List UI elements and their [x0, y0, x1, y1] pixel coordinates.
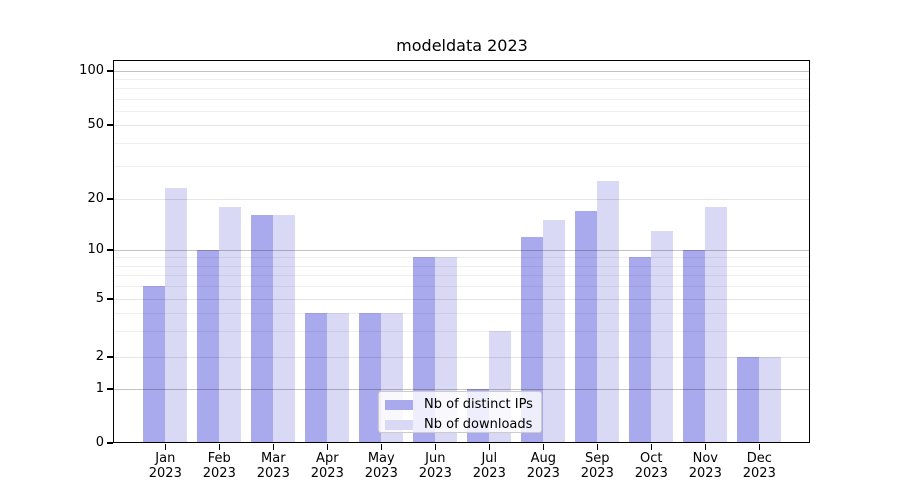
gridline-y-80: [114, 88, 810, 90]
y-tick-label-2: 2: [95, 348, 104, 364]
bar-mar-distinct-ips: [251, 215, 274, 443]
bar-dec-distinct-ips: [737, 357, 760, 443]
y-tick-mark-5: [107, 298, 113, 300]
bar-mar-downloads: [273, 215, 296, 443]
x-tick-label-dec: Dec 2023: [742, 451, 776, 481]
bar-feb-distinct-ips: [197, 250, 220, 443]
gridline-y-3: [114, 331, 810, 333]
x-tick-label-aug: Aug 2023: [526, 451, 560, 481]
gridline-y-70: [114, 98, 810, 100]
y-tick-mark-10: [107, 249, 113, 251]
gridline-y-30: [114, 166, 810, 168]
bar-sep-downloads: [597, 180, 620, 443]
x-tick-label-oct: Oct 2023: [634, 451, 668, 481]
x-tick-label-jul: Jul 2023: [472, 451, 506, 481]
y-tick-label-0: 0: [95, 434, 104, 450]
y-tick-label-100: 100: [79, 62, 104, 78]
x-tick-mark-jul: [488, 443, 490, 450]
x-tick-mark-apr: [326, 443, 328, 450]
gridline-y-9: [114, 257, 810, 259]
x-tick-label-nov: Nov 2023: [688, 451, 722, 481]
bar-apr-distinct-ips: [305, 313, 328, 443]
gridline-y-20: [114, 199, 810, 200]
gridline-y-5: [114, 299, 810, 300]
bar-aug-downloads: [543, 220, 566, 443]
y-tick-label-20: 20: [87, 190, 104, 206]
x-tick-mark-jan: [164, 443, 166, 450]
x-tick-label-feb: Feb 2023: [202, 451, 236, 481]
x-tick-label-jun: Jun 2023: [418, 451, 452, 481]
x-tick-label-jan: Jan 2023: [148, 451, 182, 481]
y-tick-label-10: 10: [87, 241, 104, 257]
y-tick-label-50: 50: [87, 116, 104, 132]
x-tick-mark-may: [380, 443, 382, 450]
y-tick-mark-20: [107, 198, 113, 200]
x-tick-mark-feb: [218, 443, 220, 450]
x-tick-mark-mar: [272, 443, 274, 450]
x-tick-label-apr: Apr 2023: [310, 451, 344, 481]
x-tick-label-may: May 2023: [364, 451, 398, 481]
bar-jan-downloads: [165, 187, 188, 443]
x-tick-mark-jun: [434, 443, 436, 450]
grid-layer: [114, 61, 810, 443]
y-tick-mark-50: [107, 124, 113, 126]
bar-sep-distinct-ips: [575, 210, 598, 443]
x-tick-label-sep: Sep 2023: [580, 451, 614, 481]
gridline-y-90: [114, 79, 810, 81]
plot-area: [114, 61, 810, 443]
gridline-y-10: [114, 250, 810, 251]
chart-title: modeldata 2023: [396, 36, 528, 55]
bar-apr-downloads: [327, 313, 350, 443]
legend-label-downloads: Nb of downloads: [424, 417, 533, 432]
gridline-y-60: [114, 110, 810, 112]
legend-swatch-distinct-ips-icon: [385, 400, 413, 410]
bar-dec-downloads: [759, 357, 782, 443]
y-tick-mark-0: [107, 442, 113, 444]
legend: Nb of distinct IPs Nb of downloads: [378, 391, 542, 433]
y-tick-mark-2: [107, 356, 113, 358]
x-tick-label-mar: Mar 2023: [256, 451, 290, 481]
gridline-y-7: [114, 275, 810, 277]
gridline-y-50: [114, 125, 810, 126]
gridline-y-100: [114, 71, 810, 72]
gridline-y-8: [114, 265, 810, 267]
bar-layer: [114, 61, 810, 443]
bar-jan-distinct-ips: [143, 286, 166, 443]
x-tick-mark-dec: [758, 443, 760, 450]
gridline-y-2: [114, 357, 810, 358]
x-tick-mark-aug: [542, 443, 544, 450]
bar-nov-downloads: [705, 206, 728, 443]
bar-feb-downloads: [219, 206, 242, 443]
legend-row-distinct-ips: Nb of distinct IPs: [379, 397, 541, 413]
gridline-y-4: [114, 313, 810, 315]
gridline-y-40: [114, 143, 810, 145]
legend-label-distinct-ips: Nb of distinct IPs: [424, 397, 533, 412]
bar-may-distinct-ips: [359, 313, 382, 443]
legend-swatch-downloads-icon: [385, 420, 413, 430]
x-tick-mark-oct: [650, 443, 652, 450]
y-tick-label-5: 5: [95, 290, 104, 306]
y-tick-mark-100: [107, 70, 113, 72]
bar-nov-distinct-ips: [683, 250, 706, 443]
bar-oct-downloads: [651, 230, 674, 443]
gridline-y-1: [114, 389, 810, 390]
x-tick-mark-nov: [704, 443, 706, 450]
y-tick-label-1: 1: [95, 380, 104, 396]
gridline-y-6: [114, 286, 810, 288]
y-tick-mark-1: [107, 388, 113, 390]
bar-oct-distinct-ips: [629, 257, 652, 443]
x-tick-mark-sep: [596, 443, 598, 450]
legend-row-downloads: Nb of downloads: [379, 417, 541, 433]
